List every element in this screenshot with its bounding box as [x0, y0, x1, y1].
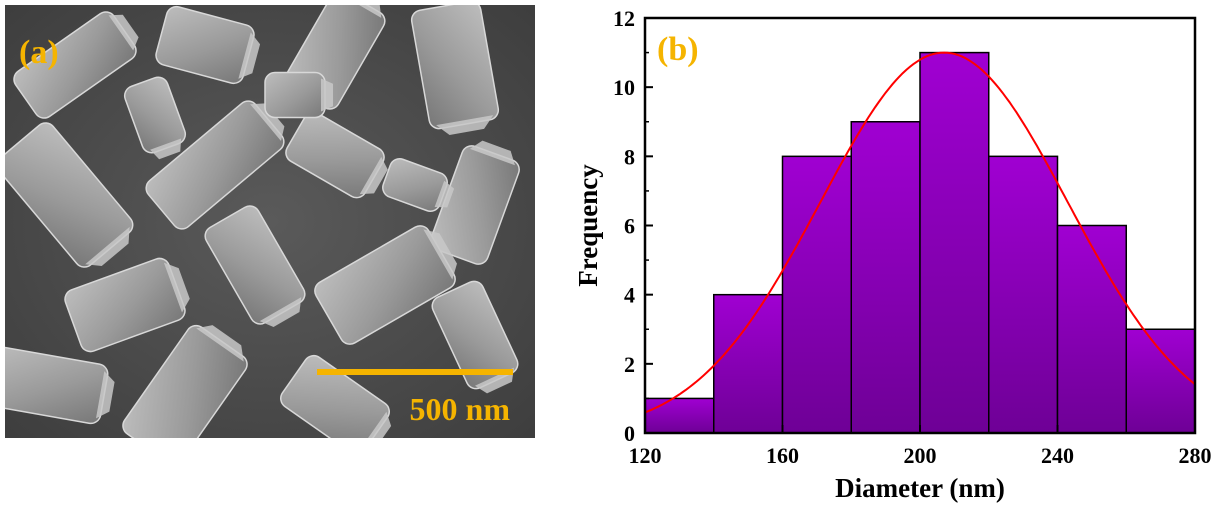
panel-b-label: (b)	[657, 31, 699, 68]
histogram-bar	[988, 155, 1059, 434]
nanorod	[280, 354, 392, 438]
nanorod	[122, 324, 248, 438]
y-tick-label: 0	[624, 421, 635, 446]
x-tick-label: 200	[904, 443, 937, 468]
histogram-bar	[850, 121, 921, 434]
histogram-bar	[919, 51, 990, 434]
nanorod	[314, 225, 457, 345]
x-tick-label: 240	[1041, 443, 1074, 468]
nanorod	[382, 158, 455, 212]
nanorod	[123, 76, 187, 160]
y-tick-label: 6	[624, 214, 635, 239]
x-tick-label: 280	[1179, 443, 1212, 468]
x-axis-ticks: 120 160 200 240 280	[629, 425, 1212, 468]
nanorod	[155, 5, 261, 85]
scale-bar	[317, 369, 513, 375]
histogram-bars	[644, 51, 1196, 434]
nanorod	[13, 11, 139, 119]
y-tick-label: 12	[613, 6, 635, 31]
y-axis-ticks: 0 2 4 6 8 10 12	[613, 6, 653, 446]
histogram-bar	[1056, 224, 1127, 434]
nanorod	[285, 111, 388, 199]
nanorod	[145, 100, 285, 230]
gaussian-fit-curve	[644, 51, 1196, 414]
y-tick-label: 4	[624, 283, 635, 308]
histogram-panel: 120 160 200 240 280 0 2 4 6 8 10 12 Diameter (nm) …	[565, 0, 1225, 508]
y-tick-label: 2	[624, 352, 635, 377]
nanorod	[5, 122, 134, 268]
y-tick-label: 8	[624, 144, 635, 169]
sem-image-panel: (a) 500 nm	[5, 5, 535, 438]
histogram-bar	[1125, 328, 1196, 434]
scale-bar-label: 500 nm	[410, 391, 511, 427]
nanorod	[410, 5, 500, 136]
histogram-bar	[781, 155, 852, 434]
x-tick-label: 160	[766, 443, 799, 468]
nanorod	[204, 205, 306, 328]
nanorod	[64, 257, 190, 353]
nanorod	[5, 345, 115, 425]
histogram-bar	[713, 293, 784, 434]
histogram-bar	[644, 397, 715, 434]
x-axis-title: Diameter (nm)	[835, 473, 1005, 503]
y-tick-label: 10	[613, 75, 635, 100]
x-tick-label: 120	[629, 443, 662, 468]
nanorod-particles	[5, 5, 520, 438]
nanorod	[264, 71, 333, 119]
sem-micrograph: (a) 500 nm	[5, 5, 535, 438]
y-axis-title: Frequency	[573, 164, 603, 287]
panel-a-label: (a)	[19, 34, 59, 71]
